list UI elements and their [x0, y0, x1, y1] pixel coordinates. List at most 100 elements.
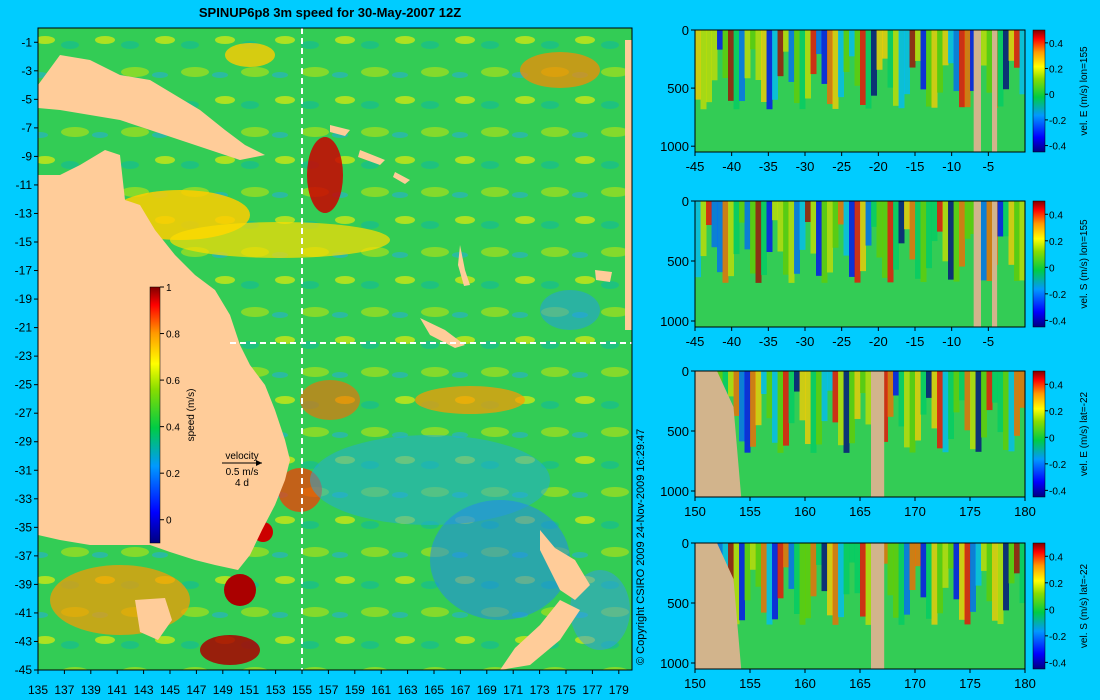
section-stripe [981, 30, 987, 66]
section-stripe [827, 371, 833, 391]
map-y-tick-label: -3 [21, 64, 32, 78]
section-frame [694, 200, 1026, 328]
section-stripe [777, 371, 784, 453]
section-stripe [964, 201, 971, 239]
section-stripe [882, 371, 888, 442]
section-stripe [794, 30, 800, 104]
section-stripe [920, 371, 927, 415]
section-stripe [744, 371, 751, 453]
map-y-tick-label: -11 [16, 178, 33, 192]
section-stripe [970, 543, 976, 612]
section-stripe [777, 201, 784, 252]
section-stripe [816, 30, 822, 55]
section-stripe [909, 201, 916, 260]
section-stripe [981, 543, 987, 571]
section-stripe [706, 201, 712, 226]
section-y-tick-label: 500 [667, 81, 689, 96]
section-stripe [728, 30, 734, 101]
section-stripe [816, 201, 822, 276]
section-y-tick-label: 1000 [660, 484, 689, 499]
map-x-tick-label: 153 [266, 683, 286, 697]
section-stripe [805, 371, 811, 445]
section-stripe [706, 30, 712, 103]
land-new-guinea [38, 55, 265, 160]
map-x-tick-label: 139 [81, 683, 101, 697]
section-stripe [898, 371, 905, 427]
section-stripe [722, 30, 729, 78]
section-stripe [843, 371, 850, 453]
section-stripe [761, 543, 767, 613]
section-colorbar-tick-label: -0.2 [1049, 460, 1067, 471]
map-y-tick-label: -37 [15, 549, 33, 563]
section-stripe [1014, 201, 1020, 281]
section-y-tick-label: 0 [682, 23, 689, 38]
section-stripe [937, 201, 943, 232]
section-stripe [794, 543, 800, 614]
section-stripe [909, 371, 916, 453]
section-x-tick-label: -5 [983, 159, 995, 174]
map-y-tick-label: -43 [15, 634, 33, 648]
section-x-tick-label: -15 [906, 159, 925, 174]
map-y-tick-label: -21 [15, 321, 33, 335]
section-stripe [860, 30, 866, 105]
section-stripe [827, 201, 833, 273]
section-stripe [728, 371, 734, 397]
section-stripe [838, 201, 844, 225]
section-stripe [1014, 543, 1020, 574]
section-stripe [838, 371, 844, 446]
section-stripe [821, 543, 828, 592]
section-stripe [783, 30, 789, 52]
section-land [973, 201, 981, 327]
map-x-tick-label: 159 [345, 683, 365, 697]
land-vanuatu [458, 245, 470, 286]
section-x-tick-label: -20 [869, 334, 888, 349]
section-stripe [909, 30, 916, 68]
section-stripe [821, 30, 828, 84]
map-x-tick-label: 179 [609, 683, 629, 697]
section-y-tick-label: 0 [682, 364, 689, 379]
section-stripe [843, 543, 850, 595]
section-stripe [986, 543, 993, 602]
section-colorbar-label: vel. S (m/s) lon=155 [1079, 219, 1090, 309]
section-colorbar-label: vel. E (m/s) lon=155 [1079, 46, 1090, 136]
section-stripe [1014, 30, 1020, 68]
section-frame [694, 29, 1026, 153]
section-stripe [920, 543, 927, 598]
map-colorbar-tick-label: 1 [166, 283, 172, 294]
section-stripe [997, 543, 1004, 625]
section-stripe [1019, 30, 1026, 95]
section-colorbar-tick-label: -0.4 [1049, 316, 1067, 327]
section-stripe [832, 543, 839, 625]
section-stripe [1014, 371, 1020, 436]
section-colorbar-tick-label: 0.4 [1049, 39, 1063, 50]
section-stripe [926, 30, 932, 107]
section-x-tick-label: -25 [832, 159, 851, 174]
section-stripe [926, 543, 932, 619]
section-y-tick-label: 0 [682, 536, 689, 551]
section-stripe [865, 371, 872, 425]
section-stripe [739, 201, 745, 223]
section-colorbar-label: vel. E (m/s) lat=-22 [1079, 391, 1090, 476]
section-x-tick-label: -10 [942, 159, 961, 174]
map-colorbar-tick-label: 0.6 [166, 376, 180, 387]
map-x-tick-label: 177 [582, 683, 602, 697]
section-stripe [783, 543, 789, 568]
map-x-tick-label: 161 [371, 683, 391, 697]
section-stripe [882, 30, 888, 59]
section-colorbar-tick-label: 0.2 [1049, 579, 1063, 590]
section-x-tick-label: -15 [906, 334, 925, 349]
section-stripe [695, 30, 701, 100]
section-stripe [783, 201, 789, 275]
section-stripe [761, 371, 767, 394]
section-stripe [981, 371, 987, 438]
section-stripe [810, 30, 817, 75]
section-stripe [860, 371, 866, 394]
section-stripe [959, 201, 965, 267]
section-stripe [970, 371, 976, 450]
section-stripe [937, 543, 943, 614]
section-land [992, 201, 998, 327]
section-stripe [997, 371, 1004, 433]
section-stripe [755, 30, 762, 81]
section-stripe [948, 543, 954, 569]
